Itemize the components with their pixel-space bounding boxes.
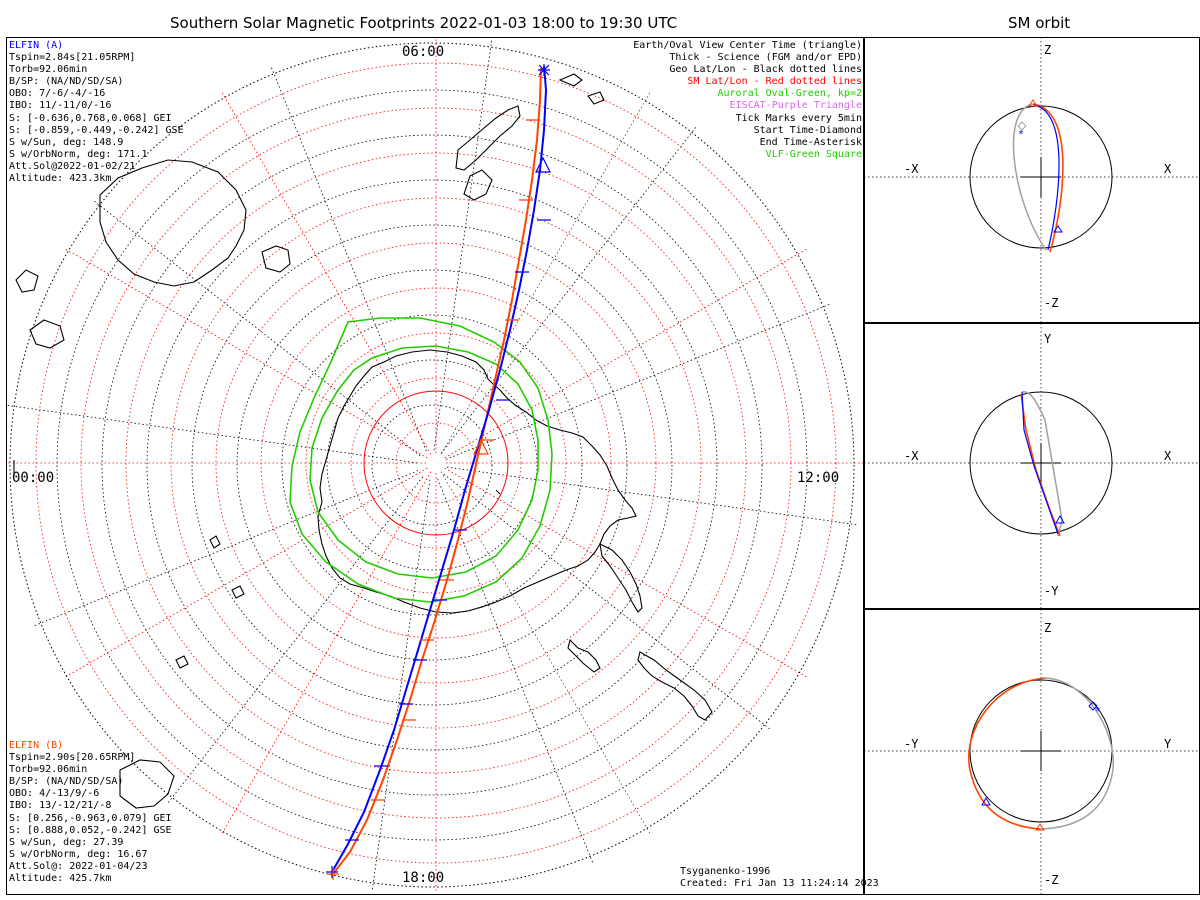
grid-meridian [92, 199, 421, 457]
polar-map [7, 38, 863, 893]
footprint-map-panel [6, 37, 864, 895]
legend-item: VLF-Green Square [765, 148, 862, 160]
view-center-triangle-a [535, 156, 551, 173]
legend-item: Geo Lat/Lon - Black dotted lines [669, 64, 862, 76]
geo-grid-meridians [7, 39, 858, 891]
elfin-a-header: ELFIN (A) [9, 40, 64, 51]
orbit-xy-top-label: Y [1044, 332, 1052, 346]
sm-orbit-title: SM orbit [1008, 14, 1071, 32]
geo-grid-circles [56, 89, 808, 841]
legend-item: Earth/Oval View Center Time (triangle) [633, 40, 862, 51]
legend-item: SM Lat/Lon - Red dotted lines [687, 76, 862, 88]
elfin-b-line: IBO: 13/-12/21/-8 [9, 800, 112, 812]
orbit-xz-left-label: -X [904, 162, 919, 176]
grid-meridian [440, 125, 698, 454]
elfin-a-info: ELFIN (A) Tspin=2.84s[21.05RPM] Torb=92.… [9, 40, 184, 185]
legend-item: Tick Marks every 5min [735, 112, 862, 124]
orbit-yz-bottom-label: -Z [1044, 873, 1059, 887]
plot-title: Southern Solar Magnetic Footprints 2022-… [170, 14, 678, 32]
elfin-a-line: S w/Sun, deg: 148.9 [9, 136, 124, 148]
mlt-label-top: 06:00 [402, 44, 445, 60]
grid-meridian [433, 39, 493, 451]
grid-meridian [7, 404, 418, 464]
legend-item: EISCAT-Purple Triangle [729, 100, 862, 112]
mlt-label-left: 00:00 [12, 470, 55, 486]
elfin-b-line: Tspin=2.90s[20.65RPM] [9, 752, 136, 764]
legend-item: Thick - Science (FGM and/or EPD) [669, 52, 862, 64]
elfin-a-line: IBO: 11/-11/0/-16 [9, 100, 112, 112]
grid-meridian [33, 470, 419, 627]
orbit-xz-right-label: X [1164, 162, 1172, 176]
grid-meridian [166, 476, 424, 805]
elfin-a-line: Torb=92.06min [9, 64, 88, 76]
orbit-xy-left-label: -X [904, 449, 919, 463]
elfin-b-header: ELFIN (B) [9, 740, 64, 751]
legend-item: Start Time-Diamond [753, 124, 862, 136]
elfin-a-track [331, 65, 548, 873]
mlt-label-right: 12:00 [797, 470, 840, 486]
svg-text:*: * [1095, 706, 1101, 717]
elfin-a-line: S: [-0.859,-0.449,-0.242] GSE [9, 124, 184, 136]
orbit-xy-plot [864, 323, 1200, 609]
pole-marker [495, 489, 501, 495]
grid-meridian [437, 478, 594, 864]
svg-text:*: * [1018, 129, 1024, 140]
auroral-oval [289, 317, 553, 603]
track-markers [326, 64, 550, 880]
elfin-a-line: S w/OrbNorm, deg: 171.1 [9, 148, 148, 160]
elfin-a-line: Att.Sol@2022-01-02/21 [9, 160, 136, 172]
orbit-xz-plot: * [864, 37, 1200, 323]
orbit-yz-top-label: Z [1044, 621, 1052, 635]
view-center-triangle-b [473, 438, 489, 455]
sm-inner-circle [363, 390, 509, 536]
legend-item: Auroral Oval-Green, kp=2 [717, 88, 863, 100]
elfin-a-line: Altitude: 423.3km [9, 173, 112, 185]
orbit-xz-bottom-label: -Z [1044, 296, 1059, 310]
elfin-b-line: S w/Sun, deg: 27.39 [9, 836, 124, 848]
elfin-b-line: Torb=92.06min [9, 764, 88, 776]
model-credit: Tsyganenko-1996 [680, 866, 771, 877]
grid-meridian [443, 473, 772, 731]
elfin-a-line: B/SP: (NA/ND/SD/SA) [9, 76, 124, 88]
orbit-yz-plot: * [864, 609, 1200, 895]
elfin-b-line: S: [0.888,0.052,-0.242] GSE [9, 824, 172, 836]
elfin-a-line: Tspin=2.84s[21.05RPM] [9, 52, 136, 64]
elfin-b-line: S: [0.256,-0.963,0.079] GEI [9, 812, 172, 824]
grid-meridian [270, 66, 427, 452]
track-ticks [345, 119, 551, 841]
coastlines [13, 73, 713, 809]
elfin-b-line: OBO: 4/-13/9/-6 [9, 788, 100, 800]
elfin-b-info: ELFIN (B) Tspin=2.90s[20.65RPM] Torb=92.… [9, 740, 172, 885]
grid-meridian [445, 303, 831, 460]
orbit-yz-left-label: -Y [904, 737, 919, 751]
orbit-xy-right-label: X [1164, 449, 1172, 463]
elfin-a-line: OBO: 7/-6/-4/-16 [9, 88, 106, 100]
orbit-xy-bottom-label: -Y [1044, 584, 1059, 598]
mlt-label-bottom: 18:00 [402, 870, 445, 886]
elfin-b-line: Altitude: 425.7km [9, 873, 112, 885]
elfin-b-line: Att.Sol@: 2022-01-04/23 [9, 860, 148, 872]
legend: Earth/Oval View Center Time (triangle) T… [633, 40, 862, 161]
grid-meridian [446, 466, 858, 526]
credits: Tsyganenko-1996 Created: Fri Jan 13 11:2… [680, 866, 879, 890]
elfin-b-line: B/SP: (NA/ND/SD/SA) [9, 776, 124, 788]
grid-meridian [371, 479, 431, 891]
created-timestamp: Created: Fri Jan 13 11:24:14 2023 [680, 878, 879, 890]
orbit-xz-top-label: Z [1044, 43, 1052, 57]
map-boundary [9, 42, 855, 888]
orbit-yz-right-label: Y [1164, 737, 1172, 751]
elfin-b-line: S w/OrbNorm, deg: 16.67 [9, 848, 148, 860]
elfin-a-line: S: [-0.636,0.768,0.068] GEI [9, 112, 172, 124]
legend-item: End Time-Asterisk [759, 136, 862, 148]
